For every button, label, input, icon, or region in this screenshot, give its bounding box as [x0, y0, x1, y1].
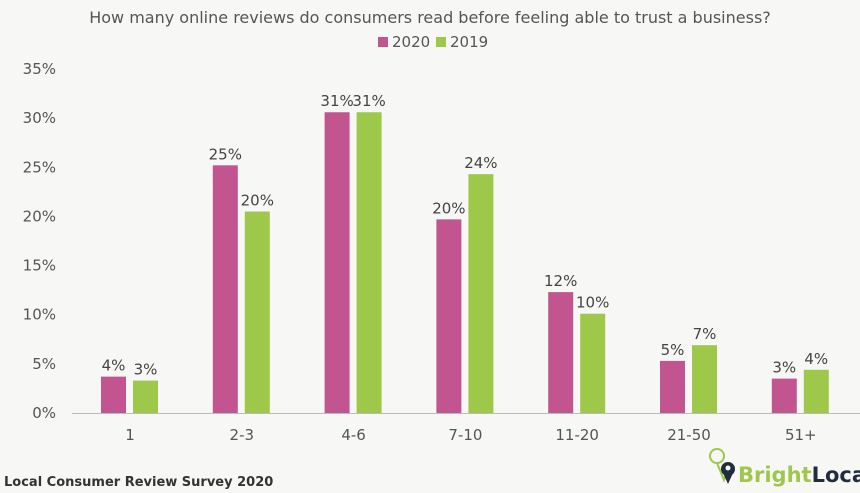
- bar-2020-1: [101, 376, 126, 413]
- data-label: 25%: [209, 145, 242, 163]
- bar-2020-11-20: [548, 292, 574, 413]
- x-tick-label: 7-10: [448, 426, 482, 444]
- x-tick-label: 11-20: [555, 426, 599, 444]
- bar-2020-2-3: [212, 165, 238, 413]
- y-tick-label: 15%: [23, 257, 56, 275]
- data-label: 31%: [352, 92, 385, 110]
- x-tick-label: 21-50: [667, 426, 711, 444]
- bar-2019-1: [133, 380, 158, 413]
- x-tick-label: 4-6: [341, 426, 366, 444]
- data-label: 4%: [804, 350, 828, 368]
- data-label: 24%: [464, 154, 497, 172]
- bar-2020-51+: [771, 378, 797, 413]
- logo-local: Local: [812, 463, 860, 487]
- svg-text:BrightLocal: BrightLocal: [738, 463, 860, 487]
- logo-bright: Bright: [738, 463, 812, 487]
- data-label: 3%: [772, 359, 796, 377]
- data-label: 20%: [432, 199, 465, 217]
- data-label: 3%: [134, 361, 158, 379]
- bar-2019-2-3: [244, 211, 270, 413]
- x-tick-label: 51+: [785, 426, 817, 444]
- data-label: 10%: [576, 294, 609, 312]
- bar-2019-4-6: [356, 112, 382, 413]
- bar-2019-21-50: [692, 345, 717, 413]
- y-tick-label: 0%: [32, 404, 56, 422]
- data-label: 20%: [241, 192, 274, 210]
- legend: 2020 2019: [378, 33, 488, 51]
- bar-2019-7-10: [468, 174, 494, 413]
- y-tick-label: 20%: [23, 207, 56, 225]
- data-label: 4%: [102, 357, 126, 375]
- y-tick-label: 35%: [23, 60, 56, 78]
- legend-swatch-2020: [378, 37, 388, 47]
- bar-2020-4-6: [324, 112, 350, 413]
- map-pin-icon: [709, 448, 735, 484]
- legend-label-2020: 2020: [392, 33, 430, 51]
- x-tick-label: 1: [125, 426, 135, 444]
- y-tick-label: 5%: [32, 355, 56, 373]
- bar-2020-21-50: [660, 360, 685, 413]
- y-tick-label: 30%: [23, 109, 56, 127]
- data-label: 31%: [320, 92, 353, 110]
- data-label: 7%: [693, 325, 717, 343]
- y-tick-label: 10%: [23, 306, 56, 324]
- bar-2019-51+: [803, 369, 829, 413]
- data-label: 12%: [544, 272, 577, 290]
- chart-title: How many online reviews do consumers rea…: [89, 8, 771, 27]
- data-label: 5%: [661, 341, 685, 359]
- source-label: Local Consumer Review Survey 2020: [4, 475, 273, 490]
- x-tick-label: 2-3: [230, 426, 255, 444]
- bar-2020-7-10: [436, 219, 462, 413]
- y-tick-label: 25%: [23, 158, 56, 176]
- legend-swatch-2019: [436, 37, 446, 47]
- legend-label-2019: 2019: [450, 33, 488, 51]
- brightlocal-logo: BrightLocal: [709, 448, 860, 487]
- bar-2019-11-20: [580, 313, 606, 413]
